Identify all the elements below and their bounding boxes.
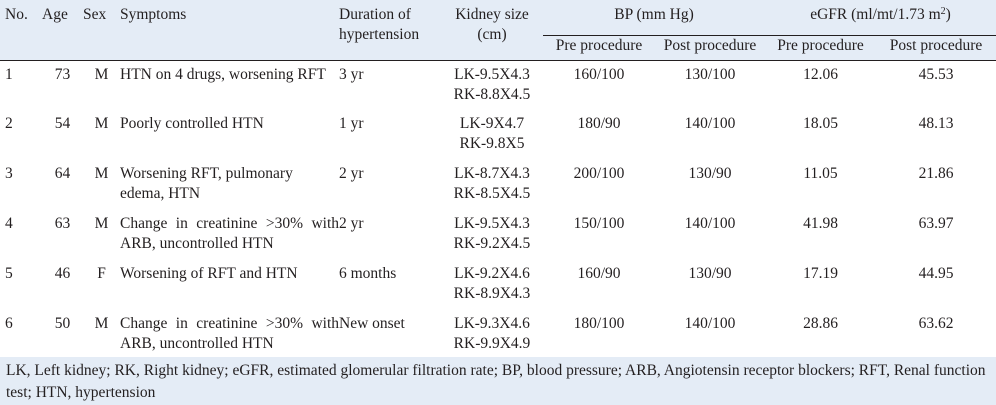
cell-kidney: LK-8.7X4.3 RK-8.5X4.5 <box>441 160 543 210</box>
cell-symptoms: Change in creatinine >30% with ARB, unco… <box>120 210 339 260</box>
header-egfr-post: Post procedure <box>876 35 996 60</box>
cell-bp-post: 140/100 <box>655 110 766 160</box>
kidney-right: RK-8.5X4.5 <box>453 185 531 202</box>
cell-kidney: LK-9.5X4.3 RK-9.2X4.5 <box>441 210 543 260</box>
cell-sex: M <box>83 210 120 260</box>
cell-egfr-pre: 11.05 <box>765 160 877 210</box>
table-row: 6 50 M Change in creatinine >30% with AR… <box>0 310 996 357</box>
cell-symptoms: Worsening of RFT and HTN <box>120 260 339 310</box>
cell-age: 64 <box>42 160 83 210</box>
cell-bp-pre: 180/100 <box>543 310 655 357</box>
table-row: 3 64 M Worsening RFT, pulmonary edema, H… <box>0 160 996 210</box>
cell-symptoms: Poorly controlled HTN <box>120 110 339 160</box>
cell-egfr-post: 48.13 <box>876 110 996 160</box>
cell-no: 2 <box>0 110 42 160</box>
cell-no: 5 <box>0 260 42 310</box>
header-egfr: eGFR (ml/mt/1.73 m2) <box>765 0 996 36</box>
kidney-left: LK-9.2X4.6 <box>454 265 530 282</box>
kidney-right: RK-9.8X5 <box>459 135 525 152</box>
cell-no: 6 <box>0 310 42 357</box>
cell-egfr-pre: 12.06 <box>765 60 877 110</box>
cell-duration: New onset <box>339 310 441 357</box>
kidney-right: RK-8.8X4.5 <box>453 85 531 103</box>
cell-sex: M <box>83 310 120 357</box>
cell-egfr-pre: 17.19 <box>765 260 877 310</box>
cell-no: 1 <box>0 60 42 110</box>
cell-egfr-post: 44.95 <box>876 260 996 310</box>
cell-sex: M <box>83 160 120 210</box>
kidney-right: RK-9.9X4.9 <box>453 335 531 352</box>
cell-bp-post: 140/100 <box>655 210 766 260</box>
table-footnote: LK, Left kidney; RK, Right kidney; eGFR,… <box>0 357 996 405</box>
cell-egfr-post: 63.97 <box>876 210 996 260</box>
cell-symptoms: Change in creatinine >30% with ARB, unco… <box>120 310 339 357</box>
cell-bp-post: 130/100 <box>655 60 766 110</box>
table-row: 5 46 F Worsening of RFT and HTN 6 months… <box>0 260 996 310</box>
cell-duration: 3 yr <box>339 60 441 110</box>
table-row: 4 63 M Change in creatinine >30% with AR… <box>0 210 996 260</box>
cell-duration: 1 yr <box>339 110 441 160</box>
header-duration: Duration of hypertension <box>339 0 441 60</box>
header-bp-post: Post procedure <box>655 35 766 60</box>
table-row: 1 73 M HTN on 4 drugs, worsening RFT 3 y… <box>0 60 996 110</box>
cell-bp-pre: 150/100 <box>543 210 655 260</box>
cell-symptoms: HTN on 4 drugs, worsening RFT <box>120 60 339 110</box>
header-row-2: Pre procedure Post procedure Pre procedu… <box>0 35 996 60</box>
cell-bp-post: 130/90 <box>655 260 766 310</box>
cell-duration: 2 yr <box>339 210 441 260</box>
cell-egfr-post: 21.86 <box>876 160 996 210</box>
kidney-left: LK-9.5X4.3 <box>454 65 530 83</box>
header-age: Age <box>42 0 83 60</box>
cell-egfr-post: 45.53 <box>876 60 996 110</box>
cell-egfr-pre: 28.86 <box>765 310 877 357</box>
cell-sex: M <box>83 60 120 110</box>
cell-duration: 2 yr <box>339 160 441 210</box>
cell-sex: M <box>83 110 120 160</box>
cell-age: 54 <box>42 110 83 160</box>
cell-age: 73 <box>42 60 83 110</box>
cell-egfr-post: 63.62 <box>876 310 996 357</box>
cell-no: 4 <box>0 210 42 260</box>
header-sex: Sex <box>83 0 120 60</box>
cell-kidney: LK-9.5X4.3 RK-8.8X4.5 <box>441 60 543 110</box>
cell-bp-post: 140/100 <box>655 310 766 357</box>
header-bp: BP (mm Hg) <box>543 0 766 36</box>
table-row: 2 54 M Poorly controlled HTN 1 yr LK-9X4… <box>0 110 996 160</box>
patient-table: No. Age Sex Symptoms Duration of hyperte… <box>0 0 996 357</box>
cell-sex: F <box>83 260 120 310</box>
kidney-right: RK-9.2X4.5 <box>453 235 531 252</box>
cell-age: 50 <box>42 310 83 357</box>
cell-bp-post: 130/90 <box>655 160 766 210</box>
kidney-left: LK-8.7X4.3 <box>454 165 530 182</box>
cell-bp-pre: 160/90 <box>543 260 655 310</box>
kidney-right: RK-8.9X4.3 <box>453 285 531 302</box>
header-kidney: Kidney size (cm) <box>441 0 543 60</box>
kidney-left: LK-9.5X4.3 <box>454 215 530 232</box>
cell-duration: 6 months <box>339 260 441 310</box>
header-symptoms: Symptoms <box>120 0 339 60</box>
header-row-1: No. Age Sex Symptoms Duration of hyperte… <box>0 0 996 60</box>
kidney-left: LK-9.3X4.6 <box>454 315 530 332</box>
kidney-left: LK-9X4.7 <box>459 115 525 132</box>
header-egfr-pre: Pre procedure <box>765 35 877 60</box>
cell-no: 3 <box>0 160 42 210</box>
cell-age: 63 <box>42 210 83 260</box>
cell-kidney: LK-9.3X4.6 RK-9.9X4.9 <box>441 310 543 357</box>
cell-kidney: LK-9.2X4.6 RK-8.9X4.3 <box>441 260 543 310</box>
cell-bp-pre: 180/90 <box>543 110 655 160</box>
cell-bp-pre: 200/100 <box>543 160 655 210</box>
cell-bp-pre: 160/100 <box>543 60 655 110</box>
header-no: No. <box>0 0 42 60</box>
cell-age: 46 <box>42 260 83 310</box>
cell-egfr-pre: 18.05 <box>765 110 877 160</box>
cell-kidney: LK-9X4.7 RK-9.8X5 <box>441 110 543 160</box>
header-bp-pre: Pre procedure <box>543 35 655 60</box>
cell-symptoms: Worsening RFT, pulmonary edema, HTN <box>120 160 339 210</box>
cell-egfr-pre: 41.98 <box>765 210 877 260</box>
